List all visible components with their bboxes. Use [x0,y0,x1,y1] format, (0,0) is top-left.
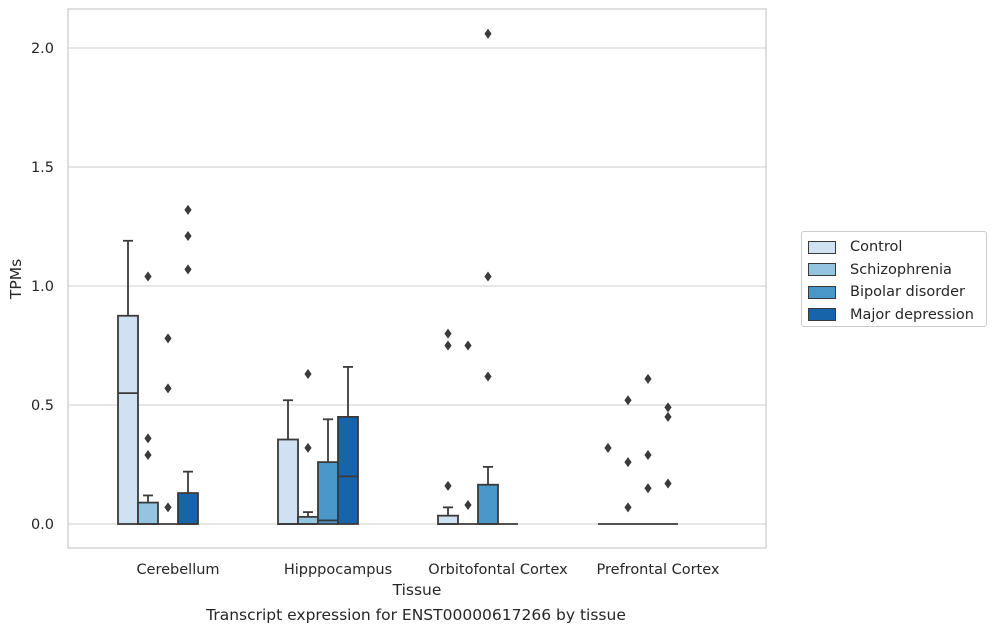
box-body [177,492,199,525]
outlier-point [484,371,492,382]
plot-area-frame [67,8,767,549]
box-schizophrenia [618,395,638,525]
box-control [277,399,299,525]
box-schizophrenia [458,340,478,525]
box-group-prefrontal-cortex [598,373,678,525]
x-tick-label: Prefrontal Cortex [597,562,720,578]
legend-item-control: Control [808,236,980,259]
figure-caption: Transcript expression for ENST0000061726… [206,606,626,624]
legend-swatch-major-depression [808,308,836,322]
outlier-point [164,502,172,513]
outlier-point [164,383,172,394]
box-bipolar-disorder [477,28,499,525]
outlier-point [484,271,492,282]
box-groups [117,28,678,525]
outlier-point [624,395,632,406]
y-tick-label: 1.0 [31,279,54,295]
outlier-point [464,499,472,510]
box-body [297,515,319,525]
box-bipolar-disorder [638,373,658,525]
legend-swatch-bipolar-disorder [808,285,836,299]
box-major-depression [337,366,359,525]
outlier-point [184,231,192,242]
y-tick-label: 1.5 [31,160,54,176]
x-axis-label: Tissue [392,581,442,599]
outlier-point [644,449,652,460]
legend: Control Schizophrenia Bipolar disorder M… [801,231,987,327]
box-major-depression [177,204,199,525]
outlier-point [304,442,312,453]
box-control [117,239,139,525]
outlier-point [444,340,452,351]
outlier-point [484,28,492,39]
box-schizophrenia [137,271,159,525]
legend-label-control: Control [850,239,903,256]
outlier-point [304,369,312,380]
box-group-orbitofontal-cortex [437,28,518,525]
box-control [437,328,459,525]
outlier-point [624,457,632,468]
y-axis-label: TPMs [7,259,25,300]
box-body [137,501,159,525]
box-group-cerebellum [117,204,199,525]
outlier-point [624,502,632,513]
box-body [317,461,339,525]
box-body [117,314,139,525]
y-tick-label: 2.0 [31,41,54,57]
box-body [277,438,299,525]
outlier-point [144,433,152,444]
outlier-point [144,271,152,282]
outlier-point [664,411,672,422]
outlier-point [444,328,452,339]
x-tick-label: Orbitofontal Cortex [428,562,568,578]
legend-item-schizophrenia: Schizophrenia [808,259,980,282]
legend-label-schizophrenia: Schizophrenia [850,261,952,278]
box-group-hipppocampus [277,366,359,525]
outlier-point [464,340,472,351]
box-body [437,514,459,525]
plot-area-background [68,9,766,548]
outlier-point [144,449,152,460]
box-body [477,483,499,525]
outlier-point [184,204,192,215]
y-axis-ticks: 0.0 0.5 1.0 1.5 2.0 [31,41,54,533]
outlier-point [664,478,672,489]
y-tick-label: 0.0 [31,517,54,533]
x-axis-ticks: Cerebellum Hipppocampus Orbitofontal Corte… [136,562,719,578]
outlier-point [444,480,452,491]
outlier-point [664,402,672,413]
outlier-point [604,442,612,453]
legend-item-bipolar-disorder: Bipolar disorder [808,281,980,304]
box-schizophrenia [297,369,319,525]
legend-swatch-schizophrenia [808,263,836,277]
box-bipolar-disorder [158,333,178,525]
legend-label-major-depression: Major depression [850,306,974,323]
box-control [598,442,618,525]
outlier-point [644,483,652,494]
box-body [337,415,359,525]
outlier-point [644,373,652,384]
legend-label-bipolar-disorder: Bipolar disorder [850,284,965,301]
x-tick-label: Cerebellum [136,562,219,578]
x-tick-label: Hipppocampus [284,562,392,578]
box-major-depression [658,402,678,525]
outlier-point [184,264,192,275]
outlier-point [164,333,172,344]
legend-swatch-control [808,240,836,254]
legend-item-major-depression: Major depression [808,304,980,327]
y-tick-label: 0.5 [31,398,54,414]
